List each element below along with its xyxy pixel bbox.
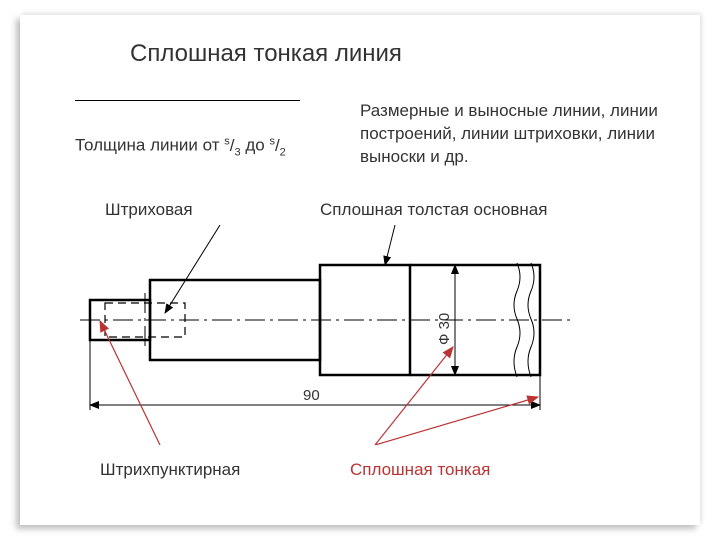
- dashdot-label: Штрихпунктирная: [100, 460, 240, 480]
- leader-thin-2: [375, 347, 453, 445]
- fraction-2: s/2: [269, 136, 285, 155]
- leader-main: [385, 225, 395, 265]
- technical-drawing: Ф 30 90: [75, 225, 655, 445]
- description-text: Размерные и выносные линии, линии постро…: [360, 100, 675, 169]
- thin-line-example: [75, 100, 300, 101]
- page-title: Сплошная тонкая линия: [130, 40, 402, 68]
- dim-width-text: 90: [303, 387, 320, 404]
- thickness-prefix: Толщина линии от: [75, 136, 220, 155]
- main-thick-label: Сплошная толстая основная: [320, 200, 547, 220]
- dim-diameter-text: Ф 30: [436, 313, 453, 345]
- hatching-label: Штриховая: [105, 200, 193, 220]
- leader-hatching: [165, 225, 220, 313]
- page-frame: Сплошная тонкая линия Толщина линии от s…: [20, 15, 700, 525]
- thin-solid-label: Сплошная тонкая: [350, 460, 490, 480]
- between-word: до: [245, 136, 264, 155]
- thickness-text: Толщина линии от s/3 до s/2: [75, 135, 286, 158]
- leader-thin-1: [375, 397, 538, 445]
- drawing-svg: Ф 30 90: [75, 225, 655, 445]
- fraction-1: s/3: [224, 136, 240, 155]
